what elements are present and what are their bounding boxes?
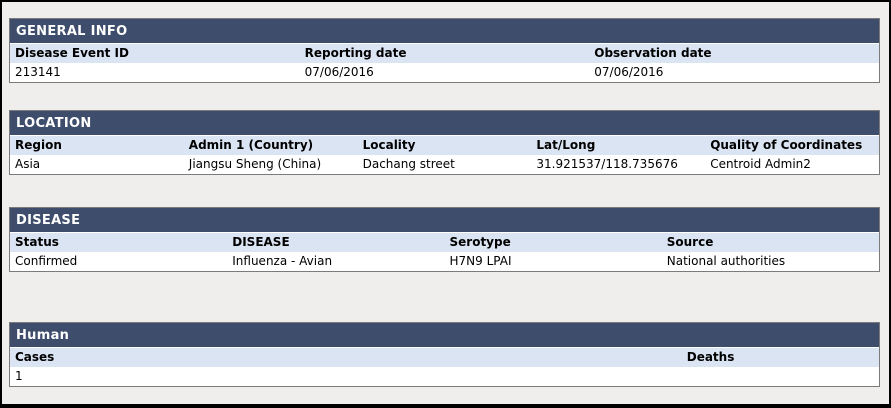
disease-event-id-header: Disease Event ID	[15, 46, 129, 60]
section-human: Human Cases Deaths 1	[9, 322, 880, 387]
section-title-general-info: GENERAL INFO	[10, 19, 879, 44]
lat-long-header: Lat/Long	[536, 138, 596, 152]
disease-name-value: Influenza - Avian	[232, 254, 333, 268]
lat-long-value: 31.921537/118.735676	[536, 157, 678, 171]
locality-header: Locality	[362, 138, 416, 152]
human-header-row: Cases Deaths	[10, 348, 879, 367]
section-disease: DISEASE Status DISEASE Serotype Source C…	[9, 207, 880, 272]
observation-date-header: Observation date	[594, 46, 712, 60]
source-header: Source	[666, 235, 714, 249]
serotype-value: H7N9 LPAI	[449, 254, 512, 268]
disease-name-header: DISEASE	[232, 235, 290, 249]
disease-value-row: Confirmed Influenza - Avian H7N9 LPAI Na…	[10, 252, 879, 271]
section-title-human: Human	[10, 323, 879, 348]
section-location: LOCATION Region Admin 1 (Country) Locali…	[9, 110, 880, 175]
deaths-value	[682, 367, 879, 386]
reporting-date-header: Reporting date	[304, 46, 407, 60]
admin1-country-header: Admin 1 (Country)	[188, 138, 314, 152]
quality-of-coordinates-header: Quality of Coordinates	[710, 138, 863, 152]
locality-value: Dachang street	[362, 157, 455, 171]
section-general-info: GENERAL INFO Disease Event ID Reporting …	[9, 18, 880, 83]
deaths-header: Deaths	[686, 350, 735, 364]
observation-date-value: 07/06/2016	[594, 65, 664, 79]
status-header: Status	[15, 235, 59, 249]
disease-header-row: Status DISEASE Serotype Source	[10, 233, 879, 252]
status-value: Confirmed	[15, 254, 78, 268]
cases-header: Cases	[15, 350, 55, 364]
general-info-header-row: Disease Event ID Reporting date Observat…	[10, 44, 879, 63]
quality-of-coordinates-value: Centroid Admin2	[710, 157, 811, 171]
serotype-header: Serotype	[449, 235, 511, 249]
location-value-row: Asia Jiangsu Sheng (China) Dachang stree…	[10, 155, 879, 174]
section-title-location: LOCATION	[10, 111, 879, 136]
reporting-date-value: 07/06/2016	[304, 65, 374, 79]
admin1-country-value: Jiangsu Sheng (China)	[188, 157, 322, 171]
general-info-value-row: 213141 07/06/2016 07/06/2016	[10, 63, 879, 82]
location-header-row: Region Admin 1 (Country) Locality Lat/Lo…	[10, 136, 879, 155]
cases-value: 1	[15, 369, 23, 383]
region-header: Region	[15, 138, 62, 152]
section-title-disease: DISEASE	[10, 208, 879, 233]
source-value: National authorities	[666, 254, 786, 268]
disease-event-id-value: 213141	[15, 65, 61, 79]
region-value: Asia	[15, 157, 41, 171]
human-value-row: 1	[10, 367, 879, 386]
